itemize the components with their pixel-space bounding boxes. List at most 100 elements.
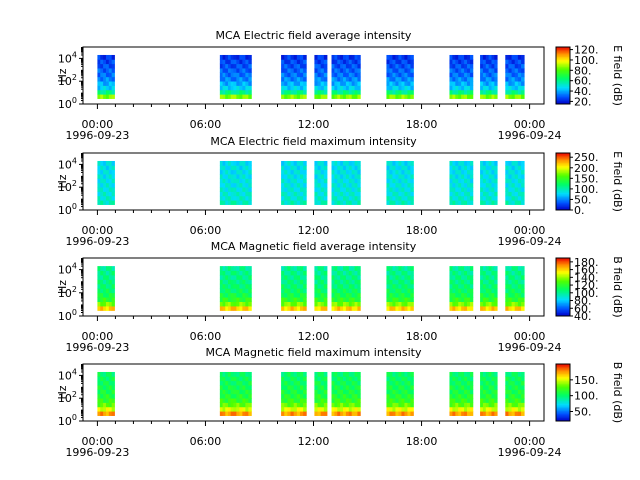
spectrogram-cell [389,283,393,289]
spectrogram-cell [293,297,298,302]
spectrogram-cell [293,376,298,382]
spectrogram-cell [303,270,307,276]
spectrogram-cell [348,54,353,60]
spectrogram-cell [488,63,492,69]
spectrogram-cell [464,178,468,184]
spectrogram-cell [511,81,516,86]
spectrogram-cell [281,301,285,307]
spectrogram-cell [511,94,516,99]
spectrogram-cell [469,182,474,188]
spectrogram-cell [225,68,229,73]
spectrogram-cell [517,187,522,192]
spectrogram-cell [480,76,484,82]
colorbar-segment [556,412,570,415]
spectrogram-cell [354,89,358,95]
spectrogram-cell [284,160,288,166]
spectrogram-cell [236,191,240,197]
colorbar-segment [556,273,570,276]
spectrogram-cell [514,270,519,276]
x-tick-date: 1996-09-24 [498,235,562,248]
spectrogram-cell [345,182,350,188]
spectrogram-cell [248,274,252,280]
spectrogram-cell [331,165,335,171]
spectrogram-cell [410,283,414,289]
spectrogram-cell [455,72,459,78]
spectrogram-cell [508,76,512,82]
spectrogram-cell [469,393,474,399]
spectrogram-cell [517,297,522,302]
spectrogram-cell [345,380,350,386]
spectrogram-cell [458,266,462,271]
spectrogram-cell [230,402,234,408]
spectrogram-cell [284,297,288,302]
spectrogram-cell [219,283,223,289]
colorbar-segment [556,418,570,420]
spectrogram-cell [233,85,237,91]
spectrogram-cell [488,182,492,188]
spectrogram-cell [230,195,234,201]
spectrogram-cell [293,187,298,192]
spectrogram-cell [227,402,232,408]
spectrogram-cell [303,54,307,60]
spectrogram-cell [351,274,355,280]
spectrogram-cell [491,274,495,280]
spectrogram-cell [469,68,474,73]
spectrogram-cell [401,160,405,166]
spectrogram-cell [108,376,113,382]
spectrogram-cell [491,59,495,65]
spectrogram-cell [458,297,462,302]
spectrogram-cell [345,266,350,271]
spectrogram-cell [290,187,295,192]
spectrogram-cell [314,301,318,307]
spectrogram-cell [389,274,393,280]
spectrogram-cell [340,165,344,171]
spectrogram-cell [111,59,115,65]
spectrogram-cell [345,406,350,412]
spectrogram-cell [386,306,390,311]
spectrogram-cell [464,406,468,412]
spectrogram-cell [488,200,492,205]
spectrogram-cell [467,195,471,201]
colorbar-tick-label: 100. [574,390,599,403]
spectrogram-cell [281,411,285,416]
spectrogram-cell [100,85,104,91]
spectrogram-cell [343,411,347,416]
spectrogram-cell [469,72,474,78]
colorbar-segment [556,392,570,395]
spectrogram-cell [222,76,226,82]
spectrogram-cell [222,59,226,65]
spectrogram-cell [395,274,399,280]
spectrogram-cell [296,187,301,192]
spectrogram-cell [491,393,495,399]
spectrogram-cell [407,174,411,179]
spectrogram-cell [293,59,298,65]
spectrogram-cell [111,187,115,192]
spectrogram-cell [287,398,291,403]
spectrogram-cell [482,301,487,307]
spectrogram-cell [404,411,408,416]
spectrogram-cell [111,195,115,201]
colorbar-segment [556,154,570,157]
spectrogram-cell [225,200,229,205]
spectrogram-cell [245,59,249,65]
spectrogram-cell [488,89,492,95]
spectrogram-cell [449,306,453,311]
spectrogram-cell [467,283,471,289]
spectrogram-cell [248,306,252,311]
spectrogram-cell [461,191,465,197]
spectrogram-cell [401,411,405,416]
spectrogram-cell [239,380,243,386]
spectrogram-cell [334,266,338,271]
spectrogram-cell [248,72,252,78]
spectrogram-cell [323,270,328,276]
spectrogram-cell [103,94,107,99]
spectrogram-cell [404,301,408,307]
plot-frame [82,363,545,422]
spectrogram-cell [340,380,344,386]
spectrogram-cell [100,393,104,399]
spectrogram-cell [219,174,223,179]
spectrogram-cell [345,174,350,179]
spectrogram-cell [494,68,498,73]
spectrogram-cell [480,288,484,294]
spectrogram-cell [458,406,462,412]
